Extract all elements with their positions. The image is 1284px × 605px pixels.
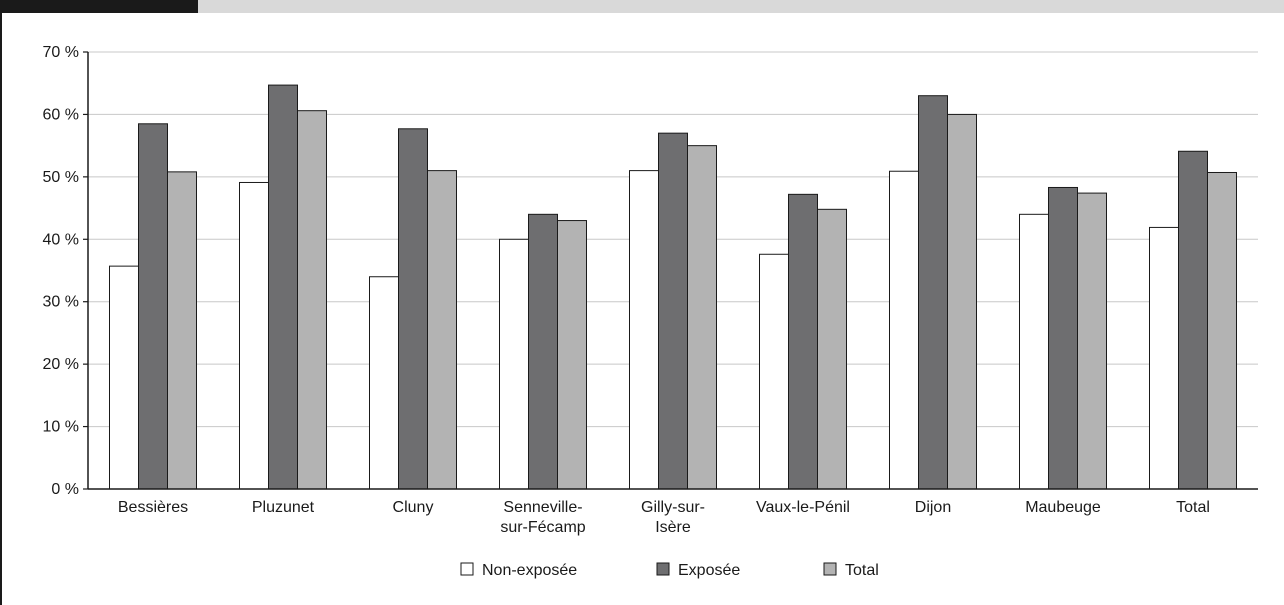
y-tick-label: 20 % (43, 356, 79, 373)
x-tick-label: Bessières (118, 499, 188, 516)
y-tick-label: 70 % (43, 44, 79, 61)
x-tick-label: Isère (655, 519, 691, 536)
legend-label: Non-exposée (482, 562, 577, 579)
bar-total (167, 171, 197, 490)
y-tick-label: 0 % (51, 481, 79, 498)
x-tick-label: Dijon (915, 499, 951, 516)
x-tick-label: sur-Fécamp (500, 519, 585, 536)
bar-expos-e (1178, 150, 1208, 490)
bar-expos-e (788, 193, 818, 490)
bar-expos-e (398, 128, 428, 490)
bar-total (1077, 192, 1107, 490)
y-tick-label: 10 % (43, 419, 79, 436)
bar-non-expos-e (109, 265, 139, 490)
bar-total (687, 145, 717, 490)
bar-non-expos-e (629, 170, 659, 490)
header-bar-dark (0, 0, 198, 13)
x-tick-label: Gilly-sur- (641, 499, 705, 516)
bar-expos-e (1048, 186, 1078, 490)
bar-non-expos-e (499, 238, 529, 490)
bar-expos-e (918, 95, 948, 490)
legend-label: Total (845, 562, 879, 579)
bar-expos-e (268, 84, 298, 490)
legend-swatch (460, 562, 474, 576)
bar-expos-e (528, 213, 558, 490)
x-tick-label: Senneville- (503, 499, 582, 516)
frame-left-border (0, 13, 2, 605)
legend: Non-exposée Exposée Total (460, 562, 879, 579)
bar-non-expos-e (1019, 213, 1049, 490)
legend-swatch (823, 562, 837, 576)
bar-total (947, 113, 977, 490)
axes (87, 52, 1258, 490)
y-tick-label: 60 % (43, 106, 79, 123)
bar-expos-e (138, 123, 168, 490)
bar-non-expos-e (239, 181, 269, 490)
x-tick-label: Cluny (393, 499, 434, 516)
bar-non-expos-e (1149, 226, 1179, 490)
bar-total (557, 220, 587, 490)
bar-total (1207, 171, 1237, 490)
legend-label: Exposée (678, 562, 740, 579)
x-tick-label: Vaux-le-Pénil (756, 499, 850, 516)
bar-non-expos-e (889, 170, 919, 490)
bars (109, 84, 1237, 490)
legend-swatch (656, 562, 670, 576)
x-tick-label: Total (1176, 499, 1210, 516)
y-tick-label: 30 % (43, 294, 79, 311)
x-tick-label: Pluzunet (252, 499, 315, 516)
bar-non-expos-e (759, 253, 789, 490)
y-tick-label: 50 % (43, 169, 79, 186)
bar-total (297, 110, 327, 490)
bar-expos-e (658, 132, 688, 490)
y-tick-label: 40 % (43, 231, 79, 248)
bar-non-expos-e (369, 276, 399, 490)
header-bar-light (198, 0, 1284, 13)
bar-total (817, 208, 847, 490)
bar-total (427, 170, 457, 490)
y-axis-ticks: 0 % 10 % 20 % 30 % 40 % 50 % 60 % 70 % (43, 44, 88, 498)
x-tick-label: Maubeuge (1025, 499, 1101, 516)
x-axis-labels: Bessières Pluzunet Cluny Senneville-sur-Féc… (118, 499, 1210, 536)
